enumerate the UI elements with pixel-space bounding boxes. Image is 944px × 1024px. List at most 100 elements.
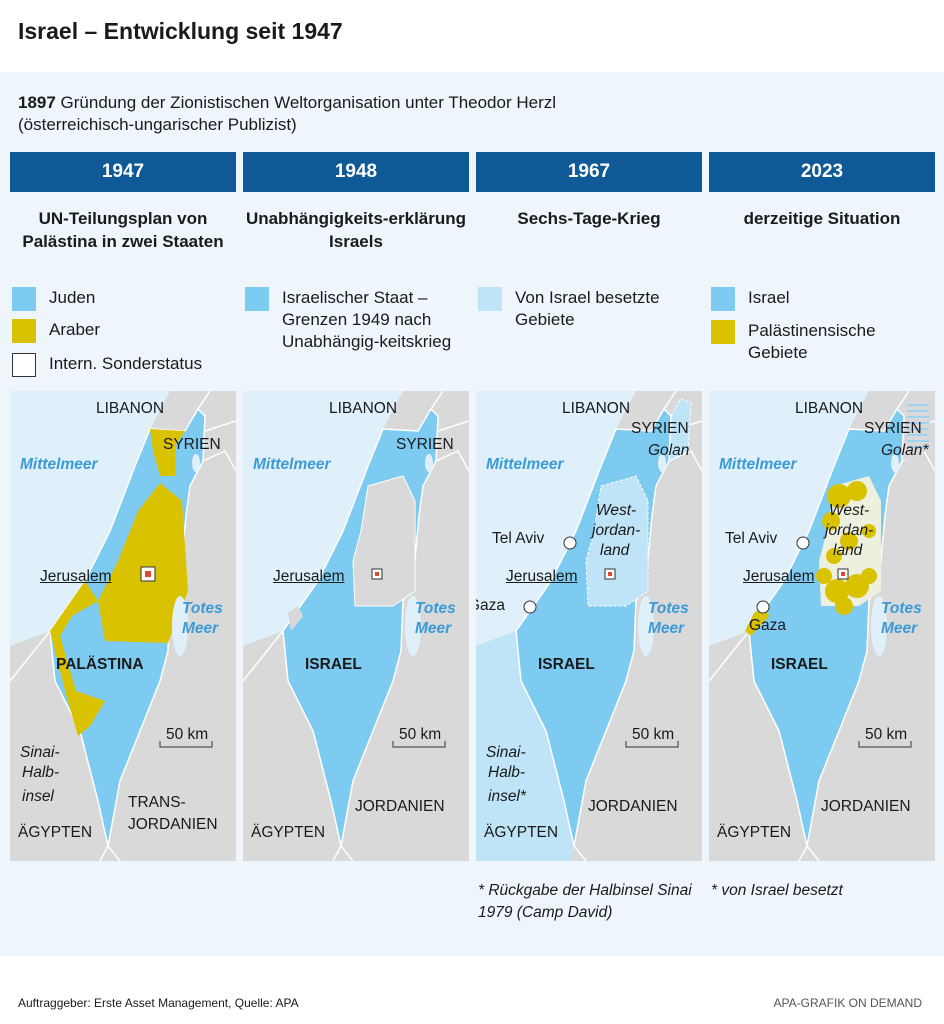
- legend-label: Israelischer Staat – Grenzen 1949 nach U…: [282, 288, 452, 351]
- dead-sea: [172, 596, 188, 656]
- map-label-scale: 50 km: [632, 726, 675, 743]
- map-label-golan: Golan*: [881, 442, 929, 459]
- map-label-mittelmeer: Mittelmeer: [486, 456, 564, 473]
- legend-item: Israel: [711, 287, 933, 311]
- map-label-jord2: JORDANIEN: [128, 816, 218, 833]
- note-2023: * von Israel besetzt: [711, 882, 843, 899]
- map-label-gaza: Gaza: [749, 617, 787, 634]
- map-label-meer: Meer: [881, 620, 918, 637]
- column-1948: 1948 Unabhängigkeits-erklärung Israels: [243, 152, 469, 287]
- jerusalem-marker-dot: [375, 572, 379, 576]
- sea-of-galilee: [891, 454, 899, 472]
- year-header: 1967: [476, 152, 702, 192]
- map-label-jord2: JORDANIEN: [355, 798, 445, 815]
- map-label-totes: Totes: [881, 600, 922, 617]
- map-label-libanon: LIBANON: [562, 400, 631, 417]
- dead-sea: [405, 596, 421, 656]
- legend-swatch: [711, 287, 735, 311]
- column-1947: 1947 UN-Teilungsplan von Palästina in zw…: [10, 152, 236, 287]
- legend-label: Intern. Sonderstatus: [49, 354, 203, 373]
- sinai-occupied: [476, 631, 574, 861]
- map-1947: LIBANON SYRIEN Mittelmeer Jerusalem Totes Mee…: [10, 391, 236, 861]
- gaza-marker: [523, 600, 537, 614]
- map-label-jerusalem: Jerusalem: [506, 568, 578, 585]
- legend-item: Intern. Sonderstatus: [12, 353, 234, 377]
- gaza-strip: [288, 606, 303, 631]
- legend-swatch: [711, 320, 735, 344]
- sea-of-galilee: [658, 454, 666, 472]
- map-label-country: PALÄSTINA: [56, 656, 144, 673]
- note-1967: * Rückgabe der Halbinsel Sinai 1979 (Cam…: [478, 882, 692, 921]
- map-label-sinai2: Halb-: [22, 764, 60, 781]
- sea-area: [709, 391, 869, 646]
- map-label-aegypten: ÄGYPTEN: [251, 824, 326, 841]
- map-label-aegypten: ÄGYPTEN: [717, 824, 792, 841]
- map-label-sinai3: insel*: [488, 788, 526, 805]
- map-label-sinai3: insel: [22, 788, 54, 805]
- map-label-mittelmeer: Mittelmeer: [719, 456, 797, 473]
- sea-area: [476, 391, 636, 646]
- intro-text: 1897 Gründung der Zionistischen Weltorga…: [18, 92, 578, 136]
- map-label-jerusalem: Jerusalem: [273, 568, 345, 585]
- legend-item: Israelischer Staat – Grenzen 1949 nach U…: [245, 287, 467, 353]
- tel-aviv-marker: [563, 536, 577, 550]
- sea-area: [10, 391, 170, 646]
- legend-item: Palästinensische Gebiete: [711, 320, 933, 364]
- map-label-west3: land: [600, 542, 630, 559]
- map-label-aegypten: ÄGYPTEN: [18, 824, 93, 841]
- sea-area: [243, 391, 403, 646]
- map-1967: LIBANON SYRIEN Golan Mittelmeer Tel Aviv West…: [476, 391, 702, 861]
- map-label-libanon: LIBANON: [795, 400, 864, 417]
- legend-label: Israel: [748, 288, 790, 307]
- map-2023: LIBANON SYRIEN Golan* Mittelmeer Tel Aviv Wes…: [709, 391, 935, 861]
- map-label-jord1: TRANS-: [128, 794, 186, 811]
- legend-label: Von Israel besetzte Gebiete: [515, 288, 660, 329]
- palestinian-area: [827, 484, 851, 508]
- map-label-syrien: SYRIEN: [864, 420, 922, 437]
- border-lines: [243, 391, 469, 861]
- legend-label: Juden: [49, 288, 96, 307]
- legend-swatch: [478, 287, 502, 311]
- legend-item: Von Israel besetzte Gebiete: [478, 287, 700, 331]
- map-label-gaza: Gaza: [476, 597, 506, 614]
- legend-item: Araber: [12, 319, 234, 343]
- legend-swatch: [245, 287, 269, 311]
- map-label-country: ISRAEL: [771, 656, 828, 673]
- scale-bar: [392, 741, 446, 748]
- gaza-marker: [756, 600, 770, 614]
- map-label-sinai1: Sinai-: [486, 744, 526, 761]
- column-subtitle: derzeitige Situation: [743, 209, 901, 228]
- column-2023: 2023 derzeitige Situation: [709, 152, 935, 287]
- map-label-totes: Totes: [182, 600, 223, 617]
- map-label-scale: 50 km: [399, 726, 442, 743]
- page-title: Israel – Entwicklung seit 1947: [18, 18, 343, 44]
- intro-description: Gründung der Zionistischen Weltorganisat…: [18, 93, 557, 134]
- palestinian-area: [825, 579, 849, 603]
- column-1967: 1967 Sechs-Tage-Krieg: [476, 152, 702, 287]
- map-label-jord2: JORDANIEN: [588, 798, 678, 815]
- column-subtitle: Unabhängigkeits-erklärung Israels: [245, 209, 467, 251]
- map-label-libanon: LIBANON: [96, 400, 165, 417]
- map-label-west2: jordan-: [825, 522, 874, 539]
- palestinian-area: [862, 524, 876, 538]
- map-label-mittelmeer: Mittelmeer: [253, 456, 331, 473]
- arab-north: [150, 429, 185, 476]
- jerusalem-marker-dot: [841, 572, 845, 576]
- legend-swatch: [12, 353, 36, 377]
- tel-aviv-marker: [796, 536, 810, 550]
- map-label-scale: 50 km: [166, 726, 209, 743]
- west-bank-occupied: [585, 475, 649, 607]
- map-label-jord2: JORDANIEN: [821, 798, 911, 815]
- map-label-libanon: LIBANON: [329, 400, 398, 417]
- legend-label: Palästinensische Gebiete: [748, 321, 876, 362]
- palestinian-area: [816, 568, 832, 584]
- sea-of-galilee: [425, 454, 433, 472]
- map-label-syrien: SYRIEN: [631, 420, 689, 437]
- map-label-aegypten: ÄGYPTEN: [484, 824, 559, 841]
- palestinian-area: [840, 532, 858, 550]
- dead-sea: [638, 596, 654, 656]
- map-label-meer: Meer: [415, 620, 452, 637]
- map-label-telaviv: Tel Aviv: [492, 530, 545, 547]
- map-label-syrien: SYRIEN: [396, 436, 454, 453]
- legend-swatch: [12, 287, 36, 311]
